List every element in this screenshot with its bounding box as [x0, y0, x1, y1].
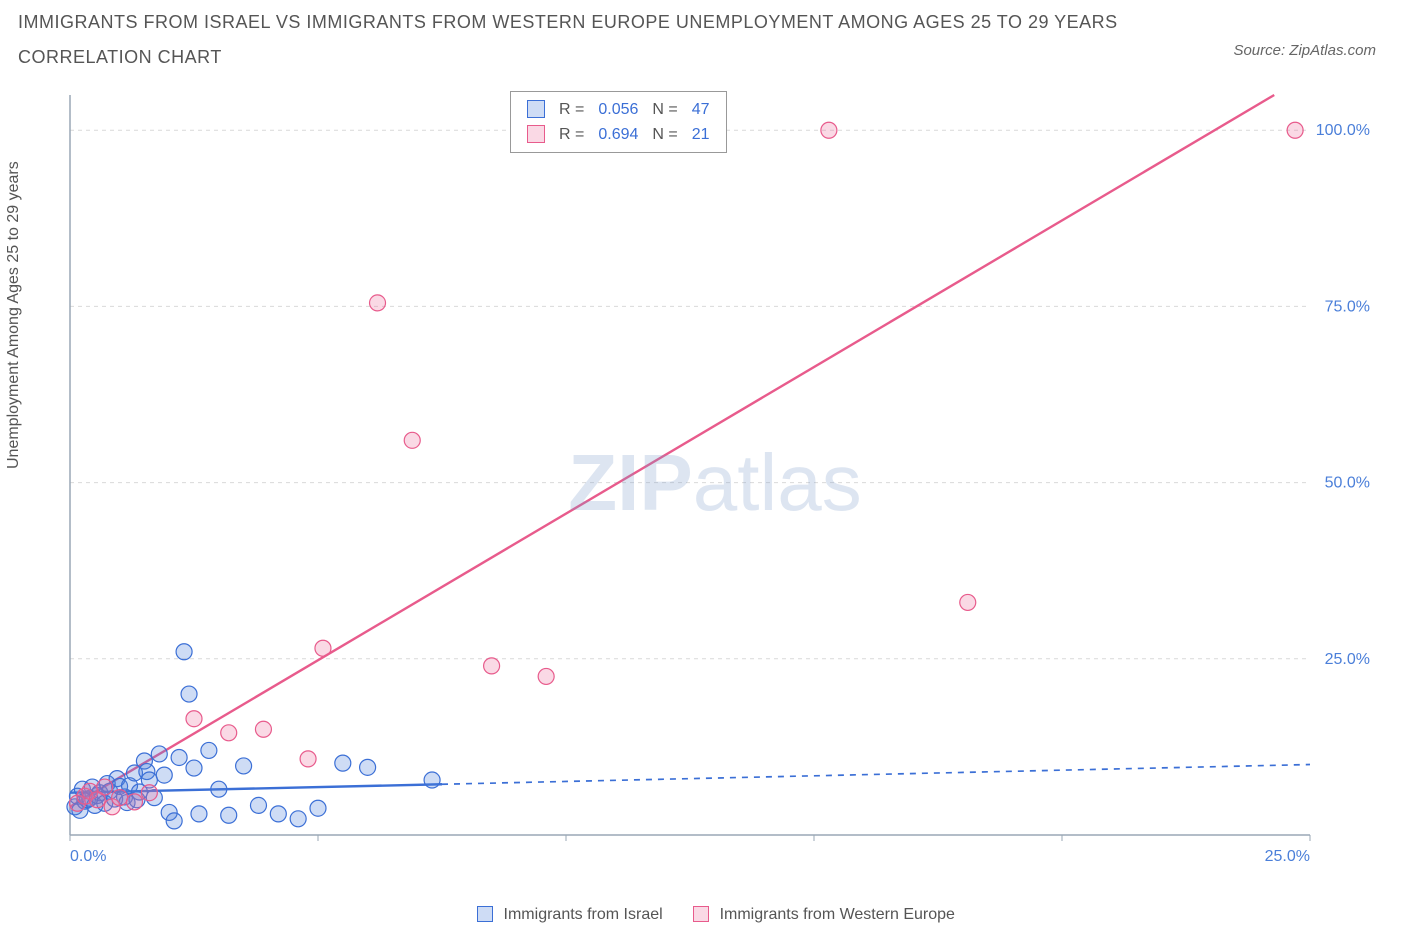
svg-text:0.0%: 0.0% — [70, 848, 106, 865]
legend-label-western-europe: Immigrants from Western Europe — [720, 906, 955, 923]
svg-text:100.0%: 100.0% — [1316, 122, 1370, 139]
chart-area: 0.0%25.0%25.0%50.0%75.0%100.0% ZIPatlas … — [50, 85, 1380, 880]
title-line-1: IMMIGRANTS FROM ISRAEL VS IMMIGRANTS FRO… — [18, 12, 1118, 33]
title-line-2: CORRELATION CHART — [18, 47, 1118, 68]
svg-text:50.0%: 50.0% — [1325, 475, 1370, 492]
svg-text:25.0%: 25.0% — [1325, 651, 1370, 668]
legend-swatch-israel — [477, 906, 493, 922]
legend-swatch-western-europe — [693, 906, 709, 922]
svg-text:75.0%: 75.0% — [1325, 298, 1370, 315]
correlation-legend: R =0.056N =47R =0.694N =21 — [510, 91, 727, 153]
series-legend: Immigrants from Israel Immigrants from W… — [0, 906, 1406, 924]
scatter-plot-svg: 0.0% 25.0% 25.0% 50.0% 75.0% 100.0% — [50, 85, 1380, 880]
legend-label-israel: Immigrants from Israel — [504, 906, 663, 923]
y-axis-label: Unemployment Among Ages 25 to 29 years — [5, 161, 23, 469]
chart-title: IMMIGRANTS FROM ISRAEL VS IMMIGRANTS FRO… — [18, 12, 1118, 68]
source-attribution: Source: ZipAtlas.com — [1233, 42, 1376, 59]
svg-text:25.0%: 25.0% — [1265, 848, 1310, 865]
